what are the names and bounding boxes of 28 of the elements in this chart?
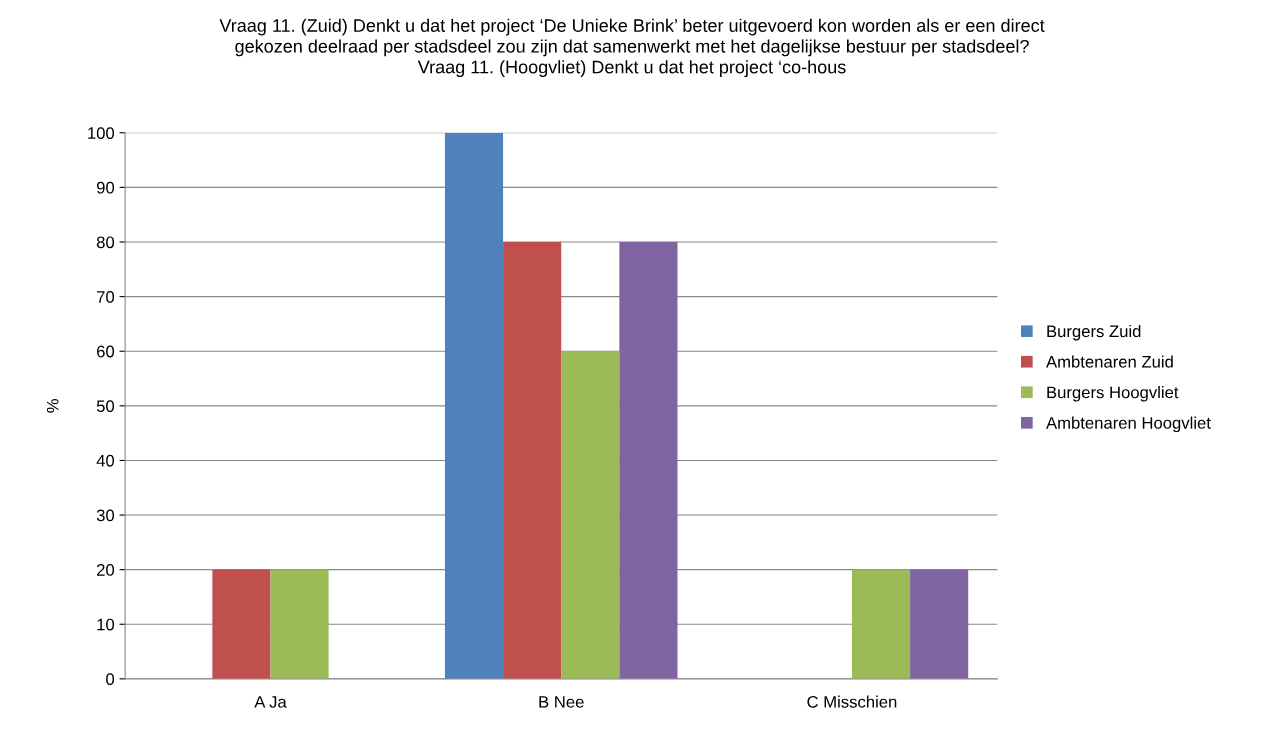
bar bbox=[503, 242, 562, 679]
y-tick-label: 100 bbox=[88, 127, 115, 139]
y-axis-title: % bbox=[46, 399, 59, 413]
y-tick-label: 60 bbox=[97, 345, 115, 358]
y-tick-label: 70 bbox=[97, 291, 115, 303]
x-tick-label: A Ja bbox=[254, 696, 287, 708]
bar bbox=[851, 569, 911, 679]
x-tick-label: C Misschien bbox=[807, 695, 897, 708]
y-tick-label: 80 bbox=[96, 236, 115, 249]
bar bbox=[619, 242, 678, 679]
bar bbox=[212, 569, 271, 679]
y-tick-label: 20 bbox=[97, 564, 115, 576]
y-tick-label: 50 bbox=[96, 400, 115, 413]
y-tick-label: 30 bbox=[96, 509, 115, 522]
bar bbox=[561, 351, 620, 679]
bar bbox=[444, 132, 504, 679]
chart-title: Vraag 11. (Zuid) Denkt u dat het project ‘De Unieke Brink’ beter uitgevoerd kon worden als er een direct gekozen deelraad per stadsdeel zou zijn dat samenwerkt met het dagelijkse bestuur per stadsdeel? Vraag 11. (Hoogvliet) Denkt u dat het project ‘co-hous bbox=[219, 18, 1045, 77]
y-tick-label: 0 bbox=[106, 673, 115, 686]
bar bbox=[270, 569, 329, 679]
y-tick-label: 10 bbox=[97, 618, 115, 631]
x-tick-label: B Nee bbox=[539, 696, 584, 708]
legend-label: Burgers Zuid bbox=[1047, 324, 1141, 341]
legend-label: Ambtenaren Zuid bbox=[1046, 355, 1173, 368]
bar bbox=[910, 569, 969, 679]
legend-label: Ambtenaren Hoogvliet bbox=[1046, 416, 1211, 433]
legend-label: Burgers Hoogvliet bbox=[1047, 386, 1179, 402]
y-tick-label: 90 bbox=[96, 181, 115, 194]
y-tick-label: 40 bbox=[96, 454, 115, 467]
